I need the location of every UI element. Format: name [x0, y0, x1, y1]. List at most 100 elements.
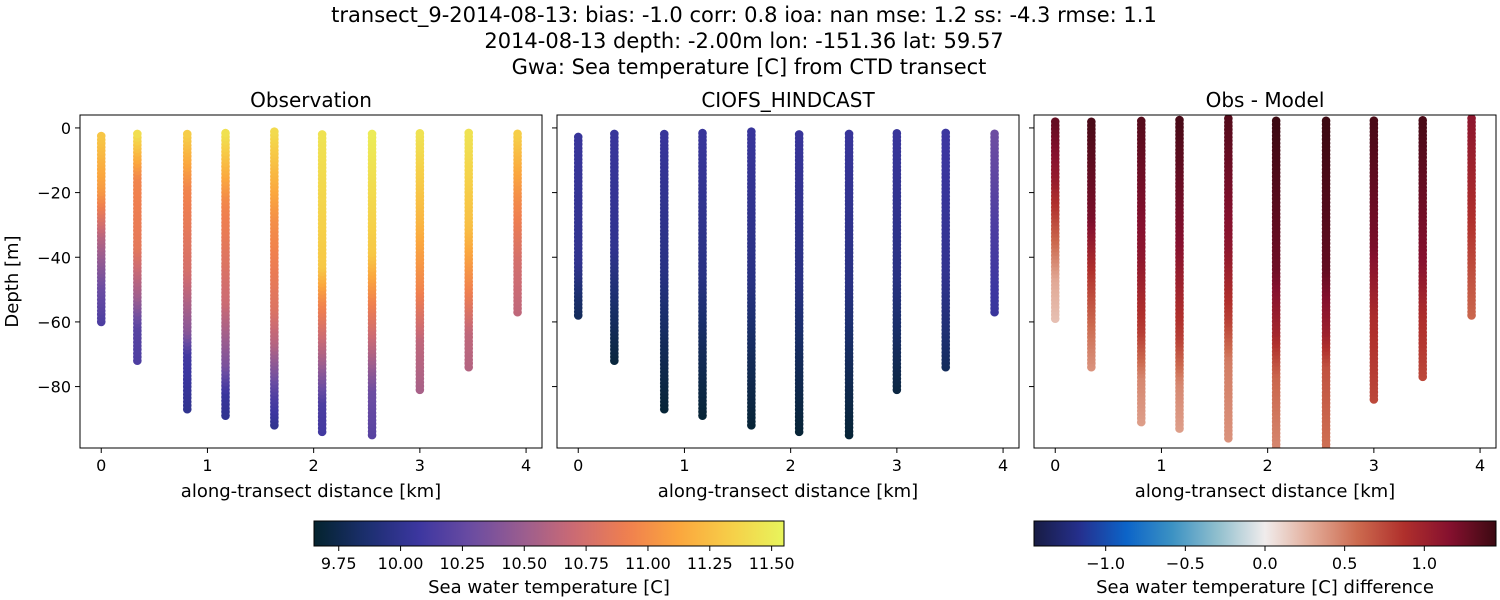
cast-2 [610, 129, 619, 366]
cast-10 [990, 129, 999, 317]
x-axis-label: along-transect distance [km] [181, 481, 441, 502]
data-point [513, 129, 522, 139]
data-point [990, 129, 999, 139]
data-point [96, 131, 106, 141]
colorbar-tick-label: 10.25 [440, 554, 486, 573]
scatter-points [1050, 115, 1476, 448]
cast-8 [415, 128, 425, 395]
cast-3 [182, 129, 192, 414]
cast-9 [1418, 116, 1428, 382]
cast-1 [96, 131, 106, 327]
cast-6 [794, 130, 804, 437]
data-point [270, 127, 279, 136]
data-point [844, 129, 854, 139]
data-point [698, 128, 707, 138]
x-tick-label: 3 [415, 456, 425, 475]
data-point [1467, 115, 1476, 123]
subplot-title: Observation [250, 88, 372, 112]
data-point [1321, 116, 1331, 126]
x-tick-label: 2 [786, 456, 796, 475]
x-tick-label: 0 [1050, 456, 1060, 475]
data-point [1087, 117, 1096, 127]
scatter-points [96, 127, 522, 440]
axes-frame [1033, 114, 1497, 449]
cast-5 [270, 127, 279, 430]
cast-7 [367, 129, 377, 440]
x-tick-label: 1 [679, 456, 689, 475]
colorbar-tick-label: 10.50 [501, 554, 547, 573]
x-tick-label: 1 [202, 456, 212, 475]
cast-4 [221, 128, 230, 420]
data-point [892, 128, 902, 138]
data-point [317, 130, 327, 139]
x-tick-label: 3 [892, 456, 902, 475]
colorbars: 9.75 10.00 10.25 10.50 10.75 11.00 11.25 11.50 S… [313, 520, 1497, 598]
subplot-title: Obs - Model [1206, 88, 1325, 112]
y-tick-label: 0 [61, 119, 71, 138]
cast-8 [1369, 116, 1379, 404]
cast-3 [1136, 116, 1146, 427]
x-tick-label: 2 [1263, 456, 1273, 475]
colorbar-tick-label: 0.5 [1332, 554, 1357, 573]
colorbar-tick-label: 11.25 [687, 554, 733, 573]
cast-9 [941, 128, 951, 372]
x-tick-label: 1 [1156, 456, 1166, 475]
data-point [1271, 116, 1281, 126]
x-tick-label: 4 [521, 456, 531, 475]
data-point [133, 129, 142, 139]
cast-9 [464, 128, 474, 372]
axes-frame [556, 114, 1020, 449]
data-point [1369, 116, 1379, 125]
colorbar-tick-label: 11.00 [625, 554, 671, 573]
data-point [221, 128, 230, 138]
data-point [610, 129, 619, 139]
cast-7 [1321, 116, 1331, 448]
y-axis-label: Depth [m] [2, 235, 23, 327]
colorbar-tick-label: −1.0 [1086, 554, 1125, 573]
data-point [367, 129, 377, 139]
x-axis-label: along-transect distance [km] [1135, 481, 1395, 502]
suptitle-line-2: 2014-08-13 depth: -2.00m lon: -151.36 la… [484, 29, 1003, 53]
subplot-1: 0 1 2 3 4 0 −20 −40 −60 −80 Observation along-trans… [2, 88, 543, 502]
colorbar-tick-label: 10.00 [378, 554, 424, 573]
data-point [747, 127, 756, 136]
subplot-title: CIOFS_HINDCAST [701, 88, 875, 112]
subplot-3: 0 1 2 3 4 Obs - Model along-transect distance … [1029, 88, 1497, 502]
colorbar-tick-label: 11.50 [749, 554, 795, 573]
data-point [659, 129, 669, 139]
colorbar-tick-label: 9.75 [321, 554, 357, 573]
colorbar-tick-label: 0.0 [1252, 554, 1277, 573]
colorbar-2: −1.0 −0.5 0.0 0.5 1.0 Sea water temperature [… [1033, 520, 1497, 598]
x-tick-label: 0 [573, 456, 583, 475]
cast-2 [133, 129, 142, 366]
cast-7 [844, 129, 854, 440]
colorbar-1: 9.75 10.00 10.25 10.50 10.75 11.00 11.25 11.50 S… [313, 520, 795, 598]
cast-4 [698, 128, 707, 420]
y-tick-label: −60 [37, 313, 71, 332]
data-point [941, 128, 951, 138]
data-point [573, 132, 583, 142]
scatter-points [573, 127, 999, 440]
data-point [1050, 117, 1060, 126]
subplots: 0 1 2 3 4 0 −20 −40 −60 −80 Observation along-trans… [2, 88, 1497, 502]
x-tick-label: 2 [309, 456, 319, 475]
x-tick-label: 3 [1369, 456, 1379, 475]
figure-suptitle: transect_9-2014-08-13: bias: -1.0 corr: … [331, 3, 1157, 79]
x-tick-label: 4 [1475, 456, 1485, 475]
cast-5 [747, 127, 756, 430]
y-tick-label: −20 [37, 184, 71, 203]
cast-10 [1467, 115, 1476, 320]
colorbar-tick-label: 10.75 [563, 554, 609, 573]
data-point [794, 130, 804, 139]
x-tick-label: 0 [96, 456, 106, 475]
data-point [1136, 116, 1146, 126]
colorbar-tick-label: −0.5 [1166, 554, 1205, 573]
data-point [1418, 116, 1428, 125]
colorbar-label: Sea water temperature [C] [428, 577, 670, 598]
cast-6 [317, 130, 327, 437]
data-point [464, 128, 474, 138]
colorbar-gradient [1033, 520, 1497, 547]
y-tick-label: −80 [37, 378, 71, 397]
cast-2 [1087, 117, 1096, 372]
